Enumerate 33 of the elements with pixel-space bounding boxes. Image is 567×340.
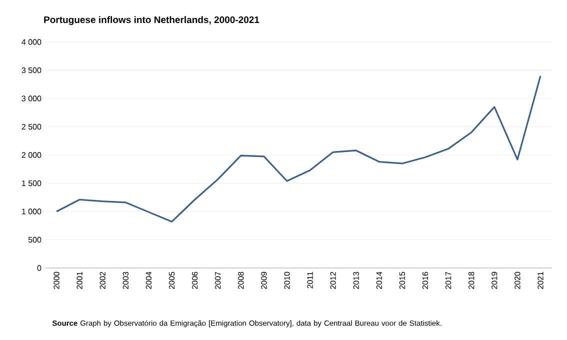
y-tick-label: 1 000 bbox=[22, 208, 42, 214]
x-tick-label: 2000 bbox=[54, 272, 60, 289]
x-tick-label: 2007 bbox=[215, 272, 221, 289]
x-tick-label: 2011 bbox=[307, 272, 313, 288]
x-tick-label: 2016 bbox=[422, 272, 428, 289]
x-tick-label: 2021 bbox=[538, 272, 544, 289]
x-tick-label: 2012 bbox=[330, 272, 336, 289]
y-tick-label: 2 000 bbox=[22, 152, 42, 158]
x-tick-label: 2002 bbox=[100, 272, 106, 289]
y-tick-label: 0 bbox=[37, 265, 42, 271]
x-tick-label: 2020 bbox=[514, 272, 520, 289]
x-tick-label: 2004 bbox=[146, 272, 152, 289]
y-tick-label: 2 500 bbox=[22, 124, 42, 130]
x-tick-label: 2005 bbox=[168, 272, 175, 289]
x-tick-label: 2001 bbox=[76, 272, 82, 289]
chart-title: Portuguese inflows into Netherlands, 2000-2021 bbox=[44, 16, 260, 26]
x-tick-label: 2019 bbox=[492, 272, 498, 289]
x-tick-label: 2014 bbox=[376, 272, 382, 289]
x-tick-label: 2015 bbox=[399, 272, 406, 289]
x-tick-label: 2018 bbox=[468, 272, 474, 289]
line-series bbox=[56, 75, 542, 222]
x-tick-label: 2009 bbox=[261, 272, 267, 289]
x-tick-label: 2013 bbox=[353, 272, 359, 289]
x-tick-label: 2017 bbox=[445, 272, 452, 289]
y-tick-label: 3 000 bbox=[22, 96, 42, 102]
y-tick-label: 3 500 bbox=[22, 67, 42, 74]
y-tick-label: 4 000 bbox=[22, 39, 42, 45]
x-tick-label: 2008 bbox=[238, 272, 244, 289]
y-tick-label: 1 500 bbox=[22, 180, 42, 186]
x-tick-label: 2010 bbox=[284, 272, 290, 289]
y-tick-label: 500 bbox=[28, 236, 42, 243]
x-tick-label: 2003 bbox=[122, 272, 128, 289]
x-tick-label: 2006 bbox=[192, 272, 198, 289]
